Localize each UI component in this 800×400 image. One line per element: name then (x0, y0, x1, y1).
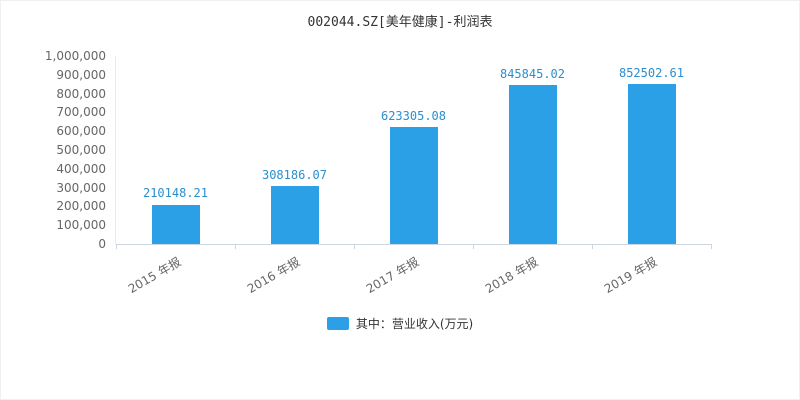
plot-area: 0 100,000 200,000 300,000 400,000 500,000 600,… (45, 49, 712, 296)
x-axis-category-label: 2015 年报 (125, 254, 184, 297)
y-axis-tick-label: 700,000 (56, 105, 106, 120)
bar-value-label: 852502.61 (618, 65, 685, 80)
legend-label: 其中：营业收入(万元) (355, 317, 474, 331)
x-axis-category-label: 2016 年报 (244, 254, 303, 297)
y-axis-tick-label: 900,000 (56, 67, 106, 82)
y-axis-tick-label: 400,000 (56, 161, 106, 176)
bar[interactable] (389, 126, 438, 244)
x-axis-tick-mark (711, 244, 712, 249)
x-axis-tick-mark (116, 244, 117, 249)
x-axis-category-label: 2017 年报 (363, 254, 422, 297)
bar[interactable] (508, 84, 557, 244)
bar-value-label: 845845.02 (499, 66, 566, 81)
legend-item[interactable]: 其中：营业收入(万元) (1, 315, 799, 332)
x-axis-tick-mark (592, 244, 593, 249)
y-axis-tick-label: 1,000,000 (44, 49, 106, 63)
y-axis-tick-label: 800,000 (56, 86, 106, 101)
bar[interactable] (270, 186, 319, 244)
x-axis-tick-mark (473, 244, 474, 249)
y-axis-line (115, 56, 116, 244)
bar[interactable] (151, 204, 200, 244)
bar[interactable] (627, 83, 676, 244)
x-axis-line (116, 244, 711, 245)
bar-value-label: 623305.08 (380, 108, 447, 123)
y-axis-tick-label: 600,000 (56, 124, 106, 139)
y-axis-tick-label: 300,000 (56, 180, 106, 195)
x-axis-tick-mark (235, 244, 236, 249)
bar-value-label: 210148.21 (142, 186, 209, 201)
y-axis-tick-label: 200,000 (56, 199, 106, 214)
x-axis-tick-mark (354, 244, 355, 249)
legend-swatch (326, 317, 349, 330)
y-axis-tick-label: 100,000 (56, 218, 106, 233)
y-axis-tick-label: 0 (98, 237, 106, 251)
chart-title: 002044.SZ[美年健康]-利润表 (307, 15, 493, 30)
bar-value-label: 308186.07 (261, 168, 328, 183)
x-axis-category-label: 2019 年报 (601, 254, 660, 297)
y-axis-tick-label: 500,000 (56, 143, 106, 157)
x-axis-category-label: 2018 年报 (482, 254, 541, 297)
